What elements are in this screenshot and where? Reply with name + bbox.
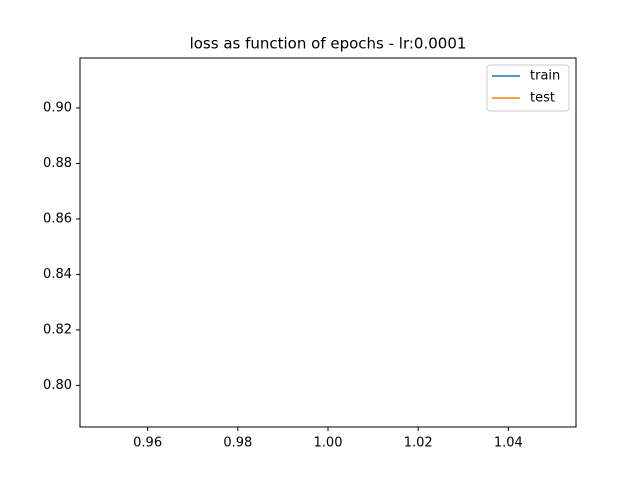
plot-frame (79, 57, 577, 428)
y-tick-label: 0.90 (43, 100, 72, 115)
legend-label: test (530, 91, 555, 106)
x-tick-label: 1.04 (494, 436, 523, 451)
y-tick-label: 0.86 (43, 211, 72, 226)
x-tick-label: 0.98 (223, 436, 252, 451)
x-tick-label: 1.02 (404, 436, 433, 451)
x-tick-label: 1.00 (314, 436, 343, 451)
y-tick-label: 0.84 (43, 267, 72, 282)
y-tick-label: 0.88 (43, 156, 72, 171)
legend-label: train (530, 69, 560, 84)
chart-title: loss as function of epochs - lr:0.0001 (190, 35, 467, 53)
y-tick-label: 0.80 (43, 378, 72, 393)
x-tick-label: 0.96 (133, 436, 162, 451)
y-tick-label: 0.82 (43, 322, 72, 337)
